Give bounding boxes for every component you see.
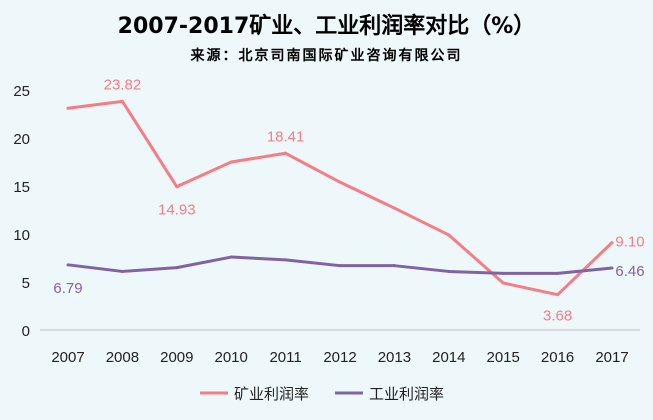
data-point (610, 266, 614, 270)
data-point (501, 271, 505, 275)
data-label: 6.79 (53, 280, 82, 297)
data-label: 6.46 (615, 263, 644, 280)
legend-label: 矿业利润率 (234, 385, 309, 403)
chart-title: 2007-2017矿业、工业利润率对比（%） (117, 14, 536, 39)
x-tick-label: 2011 (269, 349, 301, 366)
data-point (447, 233, 451, 237)
data-point (284, 258, 288, 262)
data-point (229, 255, 233, 259)
data-point (120, 99, 124, 103)
data-point (610, 241, 614, 245)
data-point (175, 266, 179, 270)
data-label: 23.82 (104, 76, 142, 93)
x-tick-label: 2016 (541, 349, 574, 366)
data-point (338, 180, 342, 184)
data-label: 14.93 (158, 202, 196, 219)
y-tick-label: 15 (13, 179, 30, 196)
data-point (120, 269, 124, 273)
x-tick-label: 2017 (595, 349, 628, 366)
x-tick-label: 2013 (378, 349, 411, 366)
x-tick-label: 2010 (215, 349, 248, 366)
data-label: 3.68 (543, 308, 572, 325)
data-point (447, 269, 451, 273)
data-label: 9.10 (615, 234, 644, 251)
data-point (66, 106, 70, 110)
y-tick-label: 0 (22, 323, 30, 340)
data-label: 18.41 (267, 128, 305, 145)
data-point (556, 293, 560, 297)
data-point (284, 151, 288, 155)
y-tick-label: 5 (22, 275, 30, 292)
x-tick-label: 2007 (51, 349, 84, 366)
x-tick-label: 2015 (487, 349, 520, 366)
data-point (501, 281, 505, 285)
legend-label: 工业利润率 (369, 385, 444, 403)
data-point (392, 206, 396, 210)
data-point (229, 160, 233, 164)
data-point (175, 185, 179, 189)
x-tick-label: 2009 (160, 349, 193, 366)
data-point (392, 264, 396, 268)
chart-subtitle: 来源：北京司南国际矿业咨询有限公司 (190, 48, 463, 64)
data-point (66, 263, 70, 267)
y-tick-label: 10 (13, 227, 30, 244)
x-tick-label: 2012 (323, 349, 356, 366)
data-point (556, 271, 560, 275)
y-tick-label: 20 (13, 131, 30, 148)
x-tick-label: 2008 (106, 349, 139, 366)
x-tick-label: 2014 (432, 349, 465, 366)
y-tick-label: 25 (13, 83, 30, 100)
data-point (338, 264, 342, 268)
